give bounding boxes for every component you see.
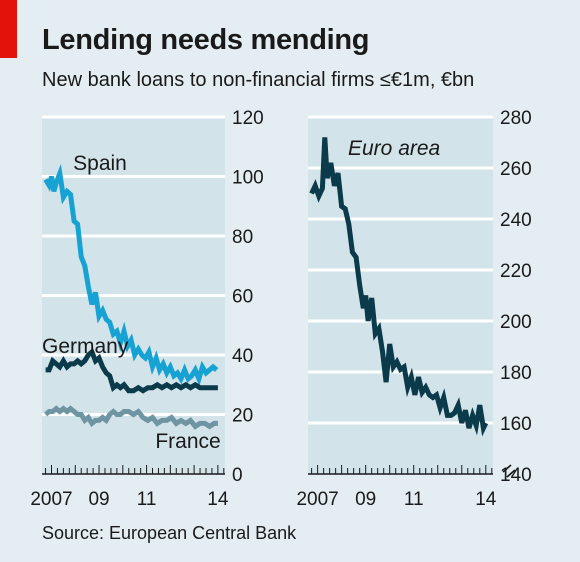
x-tick-label: 11	[137, 489, 157, 510]
y-tick-label: 0	[232, 465, 243, 486]
series-line-spain	[43, 163, 219, 387]
y-tick-label: 140	[500, 465, 532, 486]
x-tick-label: 2007	[296, 489, 338, 510]
y-tick-label: 200	[500, 312, 532, 333]
y-tick-label: 60	[232, 287, 253, 308]
y-tick-label: 40	[232, 346, 253, 367]
series-label-france: France	[155, 430, 220, 453]
series-line-euro-area	[309, 137, 489, 437]
y-tick-label: 160	[500, 414, 532, 435]
x-tick-label: 14	[475, 489, 497, 510]
series-label-spain: Spain	[73, 152, 127, 175]
chart-subtitle: New bank loans to non-financial firms ≤€…	[42, 69, 475, 91]
y-tick-label: 220	[500, 261, 532, 282]
x-tick-label: 11	[404, 489, 424, 510]
source-note: Source: European Central Bank	[42, 523, 297, 543]
y-tick-label: 260	[500, 159, 532, 180]
y-tick-label: 100	[232, 168, 264, 189]
x-tick-label: 14	[207, 489, 229, 510]
series-line-germany	[45, 347, 218, 394]
y-tick-label: 120	[232, 108, 264, 129]
y-tick-label: 180	[500, 363, 532, 384]
series-label-germany: Germany	[42, 335, 129, 358]
chart-title: Lending needs mending	[42, 24, 370, 56]
brand-tag	[0, 0, 17, 58]
x-tick-label: 09	[88, 489, 109, 510]
series-line-france	[43, 405, 218, 430]
series-label-euro-area: Euro area	[348, 137, 440, 160]
axis-break-mark	[502, 464, 516, 478]
y-tick-label: 240	[500, 210, 532, 231]
right-chart-panel: 140 160 180 200 220 240 260 280 2007 09 11 14 Euro a…	[296, 108, 531, 510]
x-tick-label: 2007	[30, 489, 72, 510]
y-tick-label: 280	[500, 108, 532, 129]
left-chart-panel: 0 20 40 60 80 100 120 2007 09 11 14 Spain Germany Fra…	[30, 108, 263, 510]
y-tick-label: 80	[232, 227, 253, 248]
x-tick-label: 09	[355, 489, 376, 510]
y-tick-label: 20	[232, 406, 253, 427]
